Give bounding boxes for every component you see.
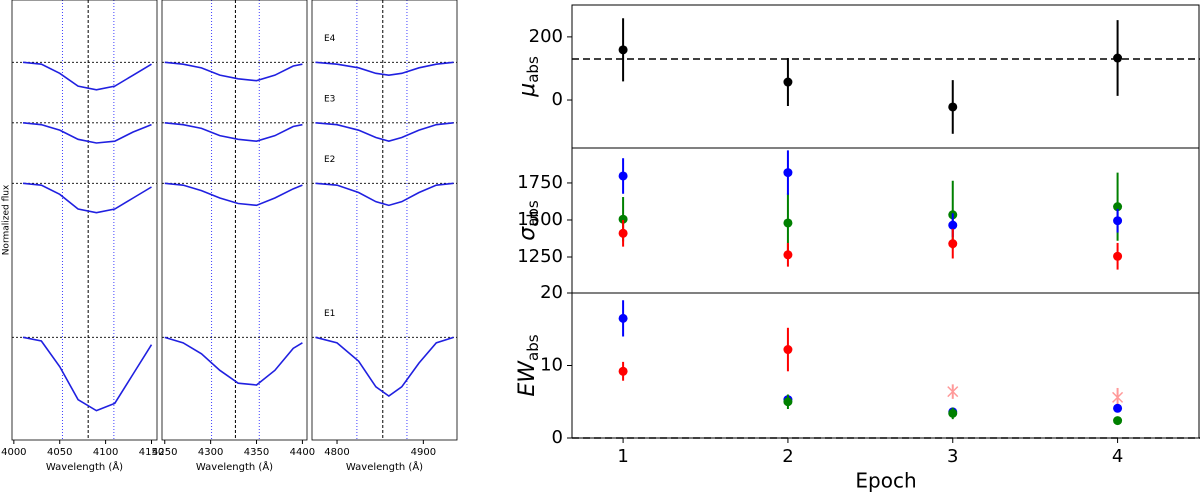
x-axis-label: Wavelength (Å): [346, 460, 423, 473]
point: [783, 345, 793, 355]
x-axis-label: Wavelength (Å): [46, 460, 123, 473]
point: [783, 77, 793, 87]
x-tick-label: 4800: [324, 447, 349, 458]
panel-frame: [571, 147, 1200, 294]
y-axis-label-main: μ: [515, 83, 540, 98]
x-tick-label: 4900: [411, 447, 436, 458]
x-tick-label: 4350: [244, 447, 269, 458]
x-tick-label: 4: [1112, 446, 1123, 467]
point: [1113, 403, 1123, 413]
y-tick-label: 20: [540, 282, 563, 303]
point: [948, 408, 958, 418]
point: [783, 250, 793, 260]
y-axis-label-main: σ: [515, 226, 540, 241]
point: [618, 313, 628, 323]
y-axis-label-sub: abs: [524, 200, 542, 227]
epoch-label: E1: [324, 309, 335, 319]
point: [783, 168, 793, 178]
y-tick-label: 200: [529, 26, 563, 47]
point: [618, 45, 628, 55]
panel-frame: [11, 0, 158, 441]
y-tick-label: 1750: [517, 172, 563, 193]
x-tick-label: 4050: [47, 447, 72, 458]
y-tick-label: 0: [552, 427, 563, 448]
fit-line: [22, 336, 153, 412]
y-axis-label: σabs: [515, 200, 542, 241]
point: [948, 220, 958, 230]
point: [1113, 202, 1123, 212]
fit-line: [315, 122, 454, 142]
x-tick-label: 4100: [93, 447, 118, 458]
fit-line: [22, 122, 152, 144]
point: [948, 239, 958, 249]
point: [948, 102, 958, 112]
y-axis-label-sub: abs: [524, 56, 542, 83]
y-tick-label: 1500: [517, 209, 563, 230]
point: [1113, 416, 1123, 426]
point: [618, 366, 628, 376]
y-tick-label: 0: [552, 89, 563, 110]
x-tick-label: 3: [947, 446, 958, 467]
fit-line: [22, 182, 152, 214]
y-axis-label: Normalized flux: [2, 184, 12, 255]
y-axis-label: EWabs: [515, 334, 542, 396]
point: [1113, 251, 1123, 261]
x-tick-label: 4400: [290, 447, 315, 458]
fit-line: [315, 61, 454, 76]
y-tick-label: 10: [540, 355, 563, 376]
point: [1113, 216, 1123, 226]
x-axis-label: Wavelength (Å): [196, 460, 273, 473]
fit-line: [164, 61, 303, 82]
fit-line: [315, 336, 454, 397]
panel-frame: [161, 0, 308, 441]
epoch-label: E2: [324, 155, 335, 165]
epoch-label: E4: [324, 34, 336, 44]
y-axis-label-main: EW: [515, 360, 540, 397]
point: [1112, 391, 1124, 403]
fit-line: [164, 336, 303, 386]
point: [783, 218, 793, 228]
x-tick-label: 4300: [198, 447, 223, 458]
point: [947, 386, 959, 398]
point: [618, 171, 628, 181]
fit-line: [164, 182, 303, 207]
panel-frame: [571, 4, 1200, 149]
x-tick-label: 4000: [1, 447, 26, 458]
x-tick-label: 4250: [152, 447, 177, 458]
x-tick-label: 2: [782, 446, 793, 467]
x-tick-label: 4150: [139, 447, 164, 458]
fit-line: [315, 182, 454, 207]
point: [783, 397, 793, 407]
fit-line: [22, 61, 152, 91]
y-axis-label-sub: abs: [524, 334, 542, 361]
point: [618, 214, 628, 224]
epoch-label: E3: [324, 94, 335, 104]
x-tick-label: 1: [617, 446, 628, 467]
y-axis-label: μabs: [515, 56, 542, 98]
fit-line: [164, 122, 303, 142]
y-tick-label: 1250: [517, 246, 563, 267]
panel-frame: [311, 0, 458, 441]
point: [1113, 53, 1123, 63]
panel-frame: [571, 292, 1200, 439]
x-axis-label: Epoch: [855, 469, 916, 493]
point: [618, 228, 628, 238]
